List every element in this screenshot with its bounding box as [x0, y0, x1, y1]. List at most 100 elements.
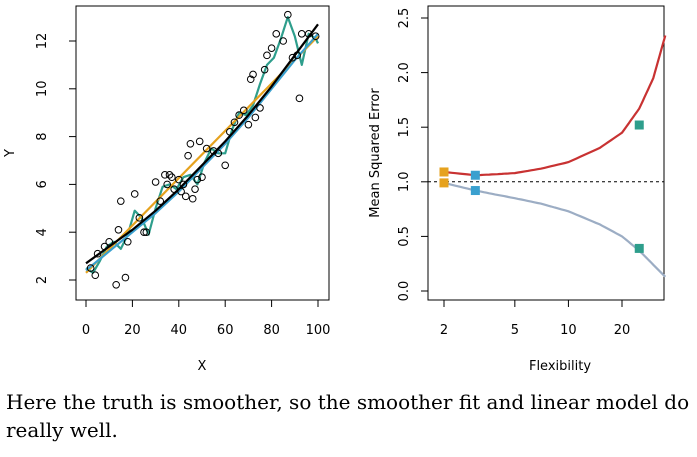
test-mse-curve: [443, 35, 667, 177]
data-point: [214, 149, 223, 158]
data-point: [112, 280, 120, 289]
data-point: [163, 180, 171, 189]
data-point: [251, 113, 260, 122]
data-point: [191, 185, 199, 193]
caption: Here the truth is smoother, so the smoot…: [6, 390, 690, 442]
data-point: [184, 151, 192, 160]
data-point: [272, 30, 281, 38]
x-tick-label: 0: [82, 323, 90, 338]
data-point: [279, 37, 288, 45]
data-point: [188, 194, 197, 203]
data-point: [293, 51, 301, 60]
data-point: [165, 171, 174, 179]
y-tick-label: 1.0: [397, 171, 412, 192]
data-point: [156, 197, 165, 205]
data-point: [175, 175, 183, 184]
data-point: [288, 53, 297, 62]
data-point: [304, 30, 313, 38]
wiggly-spline-line: [85, 16, 319, 274]
data-point: [114, 226, 123, 234]
y-tick-label: 0.5: [397, 226, 412, 247]
data-point: [100, 242, 109, 251]
data-point: [123, 237, 132, 246]
smooth-spline-line: [85, 33, 319, 272]
data-point: [230, 118, 239, 127]
data-point: [86, 264, 95, 272]
x-tick-label: 2: [440, 323, 448, 338]
x-tick-label: 20: [124, 323, 141, 338]
data-point: [195, 137, 204, 146]
linear-train-marker: [439, 178, 449, 188]
y-tick-label: 0.0: [397, 281, 412, 302]
data-point: [130, 190, 139, 198]
data-point: [239, 106, 248, 115]
data-point: [221, 161, 229, 170]
x-tick-label: 5: [511, 323, 519, 338]
x-axis-label: X: [198, 359, 207, 374]
train-mse-curve: [443, 181, 667, 278]
data-point: [226, 128, 234, 136]
left-panel-scatter: 0 20 40 60 80 100 2 4 6 8 10 12 X Y: [3, 5, 331, 374]
x-axis-label: Flexibility: [529, 359, 591, 374]
data-point: [267, 44, 276, 52]
data-point: [179, 180, 188, 189]
data-point: [260, 65, 269, 74]
data-point: [135, 214, 144, 222]
x-tick-label: 20: [614, 323, 631, 338]
data-point: [91, 271, 100, 280]
data-point: [121, 273, 130, 282]
left-plot-frame: [75, 5, 330, 301]
data-point: [93, 249, 102, 258]
x-tick-label: 10: [560, 323, 577, 338]
data-point: [117, 197, 125, 205]
y-tick-label: 2.0: [397, 62, 412, 83]
data-point: [244, 120, 253, 129]
y-tick-label: 8: [35, 132, 50, 140]
y-tick-label: 1.5: [397, 117, 412, 138]
wiggly-test-marker: [634, 120, 644, 130]
data-point: [186, 139, 195, 148]
data-point: [140, 228, 148, 236]
figure: 0 20 40 60 80 100 2 4 6 8 10 12 X Y 2 5 10 20 0.0 0.5 1.0 1.…: [3, 5, 667, 374]
data-point: [263, 51, 271, 60]
data-point: [284, 10, 292, 19]
y-axis-label: Mean Squared Error: [368, 88, 383, 218]
data-point: [311, 32, 320, 41]
data-point: [198, 173, 206, 182]
data-point: [177, 187, 185, 196]
data-point: [256, 104, 264, 112]
y-tick-label: 12: [35, 33, 50, 50]
data-point: [142, 228, 151, 236]
x-tick-label: 80: [263, 323, 280, 338]
true-function-line: [85, 23, 319, 265]
data-point: [170, 185, 178, 193]
y-tick-label: 10: [35, 81, 50, 98]
smooth-test-marker: [470, 170, 480, 180]
data-point: [209, 147, 218, 155]
y-tick-label: 2: [35, 276, 50, 284]
data-point: [105, 237, 113, 246]
y-tick-label: 4: [35, 228, 50, 236]
data-point: [151, 178, 160, 186]
data-point: [249, 70, 257, 79]
linear-test-marker: [439, 167, 449, 177]
data-point: [246, 75, 255, 84]
data-point: [235, 111, 243, 119]
right-panel-mse: 2 5 10 20 0.0 0.5 1.0 1.5 2.0 2.5 Flexibility Mean …: [368, 5, 667, 374]
wiggly-train-marker: [634, 243, 644, 253]
smooth-train-marker: [470, 186, 480, 196]
data-point: [202, 144, 211, 153]
y-axis-label: Y: [3, 149, 18, 158]
data-point: [297, 30, 306, 38]
data-point: [161, 171, 169, 179]
x-tick-label: 40: [171, 323, 188, 338]
x-tick-label: 60: [217, 323, 234, 338]
y-tick-label: 6: [35, 180, 50, 188]
right-plot-frame: [427, 5, 665, 301]
data-point: [168, 173, 176, 182]
y-tick-label: 2.5: [397, 8, 412, 29]
data-point: [181, 192, 190, 201]
data-point: [193, 175, 202, 184]
x-tick-label: 100: [306, 323, 331, 338]
data-point: [295, 94, 304, 103]
